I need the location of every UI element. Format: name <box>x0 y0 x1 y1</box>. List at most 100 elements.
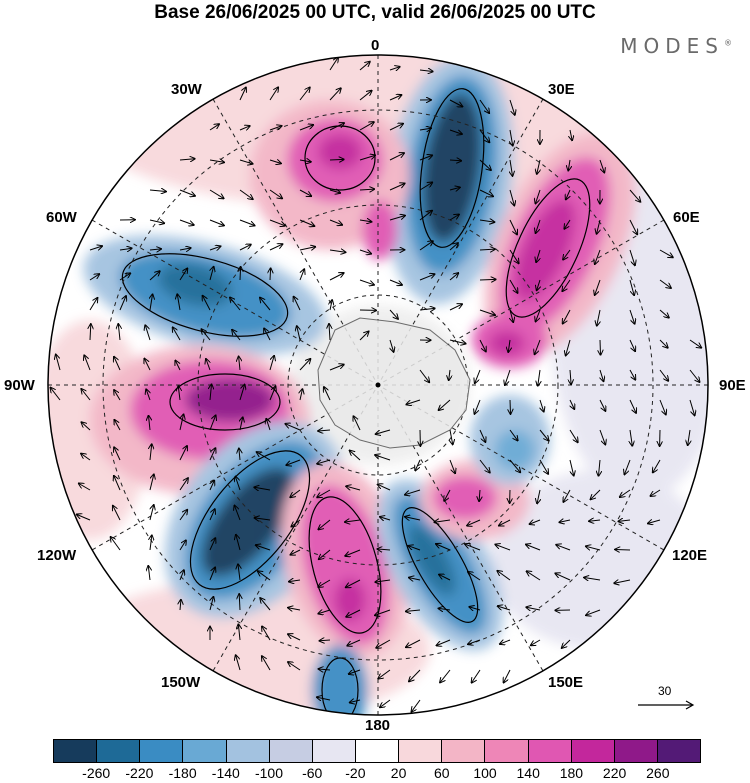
colorbar-tick-label: -60 <box>302 765 323 781</box>
colorbar-tick-label: 20 <box>390 765 407 781</box>
wind-arrow <box>148 566 150 581</box>
wind-arrow <box>479 459 490 473</box>
wind-arrow <box>419 155 432 161</box>
wind-arrow <box>510 159 513 176</box>
wind-arrow <box>449 459 455 473</box>
wind-arrow <box>468 572 481 581</box>
wind-arrow <box>359 332 369 341</box>
wind-arrow <box>84 355 91 371</box>
colorbar-swatch <box>614 740 658 762</box>
wind-arrow <box>406 610 421 611</box>
colorbar-swatch <box>54 740 98 762</box>
wind-arrow <box>653 459 661 472</box>
wind-arrow <box>597 309 600 326</box>
wind-arrow <box>209 189 224 198</box>
wind-arrow <box>239 219 255 226</box>
wind-arrow <box>149 416 151 431</box>
wind-arrow <box>629 249 635 265</box>
wind-arrow <box>178 386 180 401</box>
wind-arrow <box>359 279 374 285</box>
wind-arrow <box>235 477 241 491</box>
colorbar-swatch <box>269 740 313 762</box>
colorbar-tick-label: 220 <box>602 765 627 781</box>
wind-arrow <box>555 573 571 581</box>
wind-arrow <box>479 309 495 315</box>
wind-arrow <box>566 339 571 355</box>
wind-arrow <box>479 129 489 142</box>
wind-arrow <box>239 88 246 101</box>
wind-arrow <box>329 88 341 101</box>
wind-arrow <box>600 369 604 381</box>
wind-arrow <box>175 361 181 371</box>
wind-arrow <box>389 153 404 161</box>
wind-arrow <box>206 359 210 371</box>
wind-arrow <box>566 189 570 199</box>
wind-arrow <box>230 298 241 311</box>
wind-arrow <box>570 399 574 409</box>
wind-arrow <box>509 459 520 472</box>
wind-arrow <box>614 580 631 583</box>
wind-arrow <box>600 339 601 355</box>
wind-arrow <box>510 129 513 146</box>
colorbar-swatch <box>183 740 227 762</box>
wind-arrow <box>266 419 270 431</box>
wind-arrow <box>180 415 184 431</box>
wind-arrow <box>595 279 601 295</box>
colorbar-ticks: -260 -220 -180 -140 -100 -60 -20 20 60 100 140 180 2… <box>53 765 701 783</box>
wind-arrow <box>419 70 433 72</box>
wind-arrow <box>359 220 371 222</box>
wind-arrow <box>409 546 421 551</box>
label-120e: 120E <box>672 547 708 564</box>
wind-arrow <box>419 241 433 251</box>
wind-arrow <box>346 609 361 617</box>
wind-arrow <box>329 159 344 160</box>
wind-arrow <box>114 447 121 461</box>
wind-arrow <box>89 298 97 311</box>
wind-arrow <box>599 459 601 476</box>
wind-arrow <box>531 639 541 645</box>
wind-arrow <box>389 279 402 285</box>
wind-arrow <box>499 519 511 526</box>
wind-arrow <box>536 309 541 321</box>
wind-arrow <box>406 639 421 647</box>
wind-arrow <box>629 189 640 202</box>
wind-arrow <box>689 339 701 348</box>
wind-arrow <box>210 385 212 401</box>
wind-arrow <box>179 269 187 281</box>
label-90e: 90E <box>719 377 746 394</box>
wind-arrow <box>264 329 271 341</box>
wind-arrow <box>449 273 458 281</box>
wind-arrow <box>419 211 432 221</box>
wind-arrow <box>354 416 361 431</box>
wind-arrow <box>317 460 331 464</box>
wind-arrow <box>688 429 690 445</box>
colorbar-swatch <box>312 740 356 762</box>
wind-arrow <box>150 536 152 551</box>
wind-arrow <box>591 489 601 499</box>
wind-arrow <box>236 655 241 671</box>
wind-arrow <box>376 639 391 648</box>
wind-arrow <box>114 476 121 491</box>
wind-arrow <box>150 295 153 311</box>
wind-arrow <box>82 422 91 431</box>
wind-arrow <box>449 160 461 161</box>
wind-arrow <box>475 369 481 383</box>
wind-arrow <box>239 385 245 401</box>
wind-arrow <box>180 570 184 581</box>
wind-arrow <box>599 159 604 172</box>
wind-arrow <box>378 484 391 491</box>
wind-arrow <box>562 639 571 648</box>
wind-arrow <box>260 598 271 611</box>
wind-arrow <box>589 520 601 521</box>
wind-arrow <box>500 640 511 644</box>
label-30w: 30W <box>171 81 202 98</box>
wind-arrow <box>689 369 700 382</box>
wind-arrow <box>202 329 211 341</box>
colorbar-tick-label: -20 <box>345 765 366 781</box>
wind-arrow <box>179 248 191 250</box>
wind-arrow <box>209 568 215 581</box>
wind-arrow <box>563 489 571 502</box>
wind-arrow <box>210 267 214 281</box>
wind-arrow <box>270 268 271 281</box>
wind-arrow <box>257 452 271 461</box>
